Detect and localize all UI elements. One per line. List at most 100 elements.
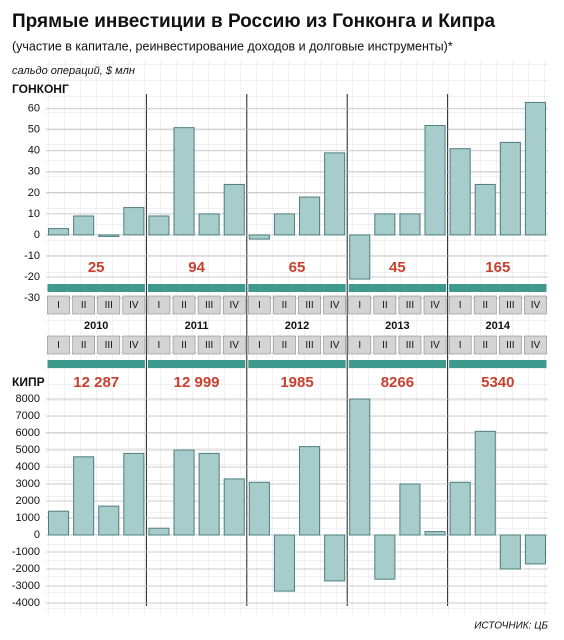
quarter-box (348, 335, 372, 355)
quarter-box (97, 295, 121, 315)
year-strip (147, 284, 246, 292)
year-strip (348, 284, 447, 292)
bar (424, 531, 446, 536)
bar (248, 234, 270, 240)
bar (198, 213, 220, 236)
y-tick-label: -10 (24, 250, 40, 262)
bar (98, 505, 120, 536)
year-strip (248, 360, 346, 368)
x-tick-label: I (358, 300, 361, 311)
quarter-box (47, 295, 70, 315)
bar (273, 213, 295, 236)
quarter-box (273, 295, 296, 315)
quarter-box (473, 335, 497, 355)
x-tick-label: I (158, 300, 161, 311)
bar (223, 478, 245, 536)
y-tick-label: -4000 (12, 597, 40, 609)
year-label: 2012 (285, 320, 309, 332)
quarter-box (323, 295, 347, 315)
bar (123, 452, 145, 536)
year-strip (147, 360, 246, 368)
year-total: 94 (188, 259, 205, 276)
y-tick-label: 3000 (16, 478, 40, 490)
year-total: 165 (485, 259, 510, 276)
bar (474, 183, 496, 236)
y-tick-label: 0 (34, 229, 40, 241)
y-tick-label: -1000 (12, 546, 40, 558)
y-tick-label: 60 (28, 103, 40, 115)
bar (148, 215, 170, 236)
x-tick-label: III (305, 300, 313, 311)
bar (399, 483, 421, 536)
quarter-box (524, 295, 547, 315)
x-tick-label: I (459, 300, 462, 311)
year-label: 2014 (486, 320, 511, 332)
x-tick-label: IV (330, 340, 340, 351)
bar (148, 527, 170, 536)
x-tick-label: I (358, 340, 361, 351)
x-tick-label: II (181, 340, 187, 351)
quarter-box (423, 295, 447, 315)
x-tick-label: III (205, 300, 213, 311)
quarter-box (398, 295, 422, 315)
x-tick-label: II (282, 340, 288, 351)
y-tick-label: 2000 (16, 495, 40, 507)
bar (48, 228, 70, 236)
bar (399, 213, 421, 236)
x-tick-label: IV (430, 300, 440, 311)
y-tick-label: 20 (28, 187, 40, 199)
x-tick-label: III (506, 340, 514, 351)
quarter-box (47, 335, 70, 355)
x-tick-label: III (105, 300, 113, 311)
bar (48, 510, 70, 536)
bar (524, 101, 546, 236)
bar (449, 481, 471, 536)
y-tick-label: 8000 (16, 393, 40, 405)
x-tick-label: II (482, 300, 488, 311)
quarter-box (197, 335, 221, 355)
x-tick-label: I (459, 340, 462, 351)
y-tick-label: -2000 (12, 563, 40, 575)
year-strip (449, 360, 547, 368)
bar (324, 152, 346, 236)
quarter-box (197, 295, 221, 315)
year-total: 45 (389, 259, 406, 276)
unit-label: сальдо операций, $ млн (12, 65, 135, 77)
quarter-box (398, 335, 422, 355)
x-tick-label: I (57, 340, 60, 351)
quarter-box (122, 295, 146, 315)
subtitle: (участие в капитале, реинвестирование до… (12, 39, 453, 53)
x-tick-label: I (258, 340, 261, 351)
quarter-box (323, 335, 347, 355)
panel-label: ГОНКОНГ (12, 82, 69, 96)
y-tick-label: -3000 (12, 580, 40, 592)
bar (299, 196, 321, 236)
bar (273, 534, 295, 592)
bar (449, 148, 471, 236)
x-tick-label: II (181, 300, 187, 311)
y-tick-label: -30 (24, 292, 40, 304)
year-label: 2010 (84, 320, 108, 332)
bar (123, 207, 145, 236)
y-tick-label: 10 (28, 208, 40, 220)
year-total: 25 (88, 259, 105, 276)
bar (248, 481, 270, 536)
quarter-box (298, 335, 321, 355)
x-tick-label: I (158, 340, 161, 351)
quarter-box (373, 295, 397, 315)
bar (349, 234, 371, 280)
x-tick-label: IV (330, 300, 340, 311)
quarter-box (147, 295, 171, 315)
bar (374, 534, 396, 580)
year-total: 65 (289, 259, 306, 276)
quarter-box (172, 335, 196, 355)
quarter-box (248, 335, 271, 355)
quarter-box (122, 335, 146, 355)
year-label: 2013 (385, 320, 409, 332)
quarter-box (222, 295, 246, 315)
y-tick-label: -20 (24, 271, 40, 283)
quarter-box (172, 295, 196, 315)
x-tick-label: II (482, 340, 488, 351)
chart-title: Прямые инвестиции в Россию из Гонконга и… (12, 11, 496, 32)
